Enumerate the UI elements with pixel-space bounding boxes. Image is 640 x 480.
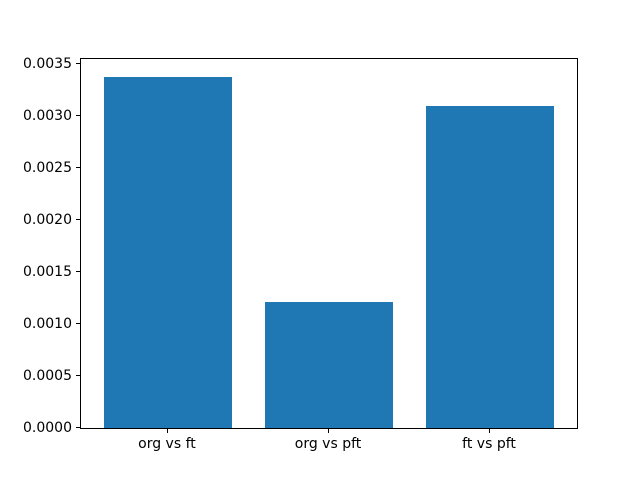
y-tick-label: 0.0020 (23, 212, 72, 229)
y-tick-mark (76, 375, 80, 377)
y-tick-label: 0.0000 (23, 420, 72, 436)
x-tick-mark (489, 429, 491, 433)
bar-org-vs-ft (103, 76, 233, 428)
bar-org-vs-pft (264, 302, 394, 428)
x-tick-label: org vs pft (294, 436, 362, 452)
y-tick-mark (76, 427, 80, 428)
y-tick-label: 0.0035 (23, 56, 72, 73)
y-tick-label: 0.0005 (23, 368, 72, 385)
plot-area (80, 58, 578, 429)
x-tick-label: org vs ft (138, 436, 196, 452)
x-tick-mark (328, 429, 329, 433)
y-tick-mark (76, 219, 80, 221)
y-tick-mark (76, 115, 80, 117)
y-tick-label: 0.0015 (23, 264, 72, 281)
y-tick-label: 0.0025 (23, 160, 72, 177)
y-tick-label: 0.0030 (23, 108, 72, 125)
x-tick-mark (166, 429, 168, 433)
bar-ft-vs-pft (425, 105, 555, 428)
y-tick-mark (76, 271, 80, 273)
x-tick-label: ft vs pft (462, 436, 516, 452)
y-tick-label: 0.0010 (23, 316, 72, 333)
y-tick-mark (76, 323, 80, 325)
y-tick-mark (76, 63, 80, 65)
y-tick-mark (76, 167, 80, 169)
